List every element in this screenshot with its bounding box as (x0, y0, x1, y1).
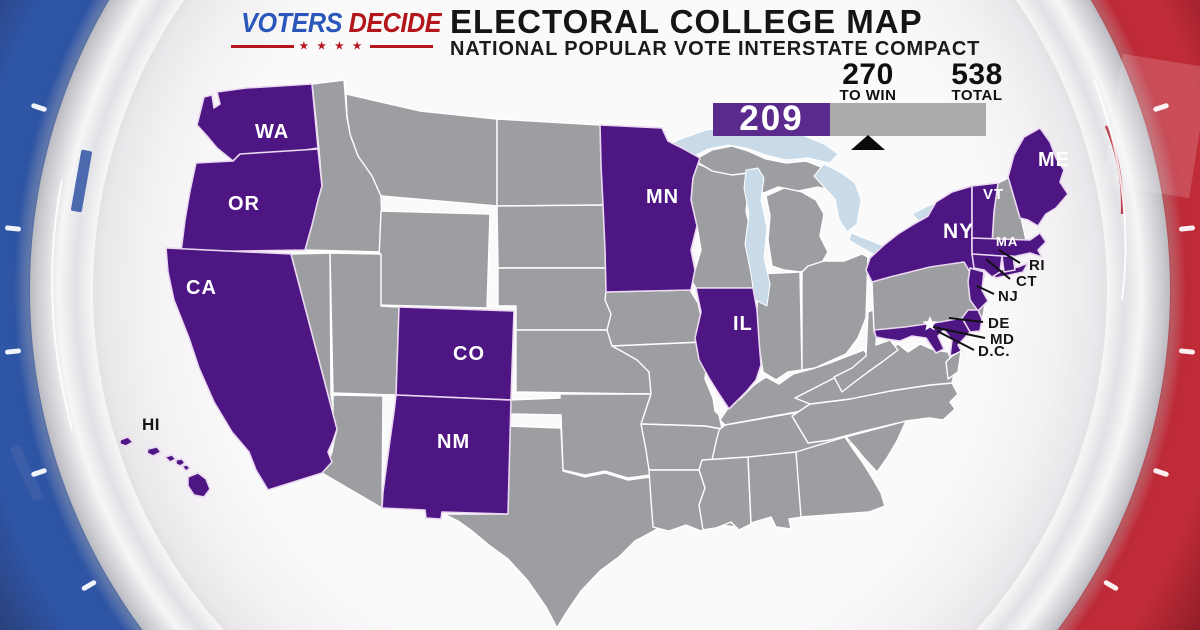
state-me (1007, 127, 1069, 227)
lake-michigan (743, 167, 771, 307)
state-label-nj: NJ (998, 288, 1018, 305)
state-ca (165, 247, 338, 491)
page-title: ELECTORAL COLLEGE MAP (450, 3, 923, 40)
state-or (180, 148, 323, 253)
total-label: TOTAL (951, 87, 1003, 104)
state-label-wa: WA (255, 121, 289, 143)
voters-decide-logo: VOTERS DECIDE ★ ★ ★ ★ (231, 6, 442, 52)
state-label-ca: CA (186, 277, 217, 299)
frame-white-arc-left (51, 179, 73, 431)
state-label-vt: VT (983, 186, 1004, 203)
callout-line-nj (976, 285, 995, 295)
to-win-value: 270 (842, 58, 894, 91)
electoral-progress-value: 209 (739, 99, 804, 138)
state-nd (496, 118, 605, 207)
state-wy (376, 210, 491, 309)
state-vt (971, 182, 999, 245)
logo-rule: ★ ★ ★ ★ (231, 41, 434, 52)
total-marker: 538 TOTAL (922, 58, 1032, 104)
callout-line-ri (998, 249, 1021, 264)
state-vashore (945, 350, 962, 380)
state-mn (599, 124, 701, 293)
state-nj (967, 267, 989, 312)
callout-line-ct (985, 258, 1011, 280)
state-label-de: DE (988, 315, 1010, 332)
state-label-ny: NY (943, 220, 974, 243)
state-ga (795, 436, 886, 518)
total-value: 538 (951, 58, 1003, 91)
callout-line-dc (936, 330, 975, 351)
logo-rule-line-left (231, 45, 295, 48)
state-label-mn: MN (646, 186, 679, 208)
state-label-md: MD (990, 331, 1014, 348)
logo-rule-line-right (369, 45, 434, 48)
logo-word-voters: VOTERS (241, 7, 343, 38)
state-label-il: IL (733, 313, 753, 335)
state-il (694, 287, 762, 410)
state-wa (196, 83, 319, 162)
to-win-marker: 270 TO WIN (813, 58, 923, 104)
to-win-label: TO WIN (839, 87, 897, 104)
state-label-me: ME (1038, 149, 1070, 171)
to-win-pointer-icon (851, 135, 885, 150)
state-ia (604, 289, 705, 347)
state-label-ri: RI (1029, 257, 1045, 274)
state-tx (443, 425, 669, 629)
state-nm (381, 394, 512, 520)
state-mi (765, 187, 829, 273)
logo-wordmark: VOTERS DECIDE (241, 6, 441, 40)
electoral-progress-fill (713, 103, 830, 136)
state-label-ct: CT (1016, 273, 1037, 290)
lake-huron (813, 163, 862, 233)
state-label-co: CO (453, 343, 485, 365)
frame-white-arc-right (1093, 79, 1127, 301)
state-sd (496, 204, 611, 269)
state-label-nm: NM (437, 431, 470, 453)
page-subtitle: NATIONAL POPULAR VOTE INTERSTATE COMPACT (450, 38, 981, 60)
callout-line-de (948, 317, 984, 323)
state-label-or: OR (228, 193, 260, 215)
state-label-ma: MA (996, 234, 1018, 249)
state-ms (698, 456, 752, 531)
state-al (747, 451, 804, 530)
state-label-hi: HI (142, 415, 160, 434)
state-mt (345, 93, 498, 207)
state-hi (119, 436, 211, 498)
state-sc (845, 420, 907, 473)
electoral-progress-bar: 209 (713, 99, 986, 138)
logo-stars: ★ ★ ★ ★ (299, 41, 365, 52)
state-wi (690, 161, 754, 289)
callout-line-md (932, 326, 986, 339)
state-label-dc: D.C. (978, 343, 1010, 360)
logo-word-decide: DECIDE (348, 7, 442, 38)
